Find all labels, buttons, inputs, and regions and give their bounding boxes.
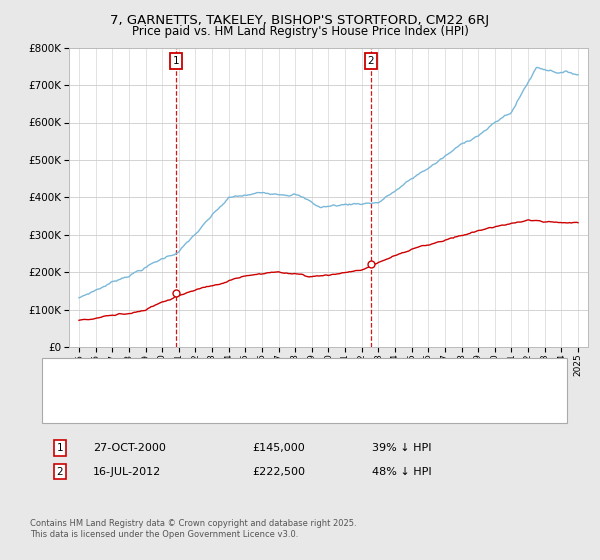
Text: Contains HM Land Registry data © Crown copyright and database right 2025.
This d: Contains HM Land Registry data © Crown c… xyxy=(30,520,356,539)
Text: 2: 2 xyxy=(56,466,64,477)
Text: HPI: Average price, detached house, Uttlesford: HPI: Average price, detached house, Uttl… xyxy=(93,395,322,405)
Text: £145,000: £145,000 xyxy=(252,443,305,453)
Text: 48% ↓ HPI: 48% ↓ HPI xyxy=(372,466,431,477)
Text: 39% ↓ HPI: 39% ↓ HPI xyxy=(372,443,431,453)
Text: 7, GARNETTS, TAKELEY, BISHOP'S STORTFORD, CM22 6RJ: 7, GARNETTS, TAKELEY, BISHOP'S STORTFORD… xyxy=(110,14,490,27)
Text: 27-OCT-2000: 27-OCT-2000 xyxy=(93,443,166,453)
Text: £222,500: £222,500 xyxy=(252,466,305,477)
Text: 1: 1 xyxy=(56,443,64,453)
Text: Price paid vs. HM Land Registry's House Price Index (HPI): Price paid vs. HM Land Registry's House … xyxy=(131,25,469,38)
Text: 2: 2 xyxy=(367,56,374,66)
Text: 1: 1 xyxy=(172,56,179,66)
Text: 16-JUL-2012: 16-JUL-2012 xyxy=(93,466,161,477)
Text: 7, GARNETTS, TAKELEY, BISHOP'S STORTFORD, CM22 6RJ (detached house): 7, GARNETTS, TAKELEY, BISHOP'S STORTFORD… xyxy=(93,374,462,384)
